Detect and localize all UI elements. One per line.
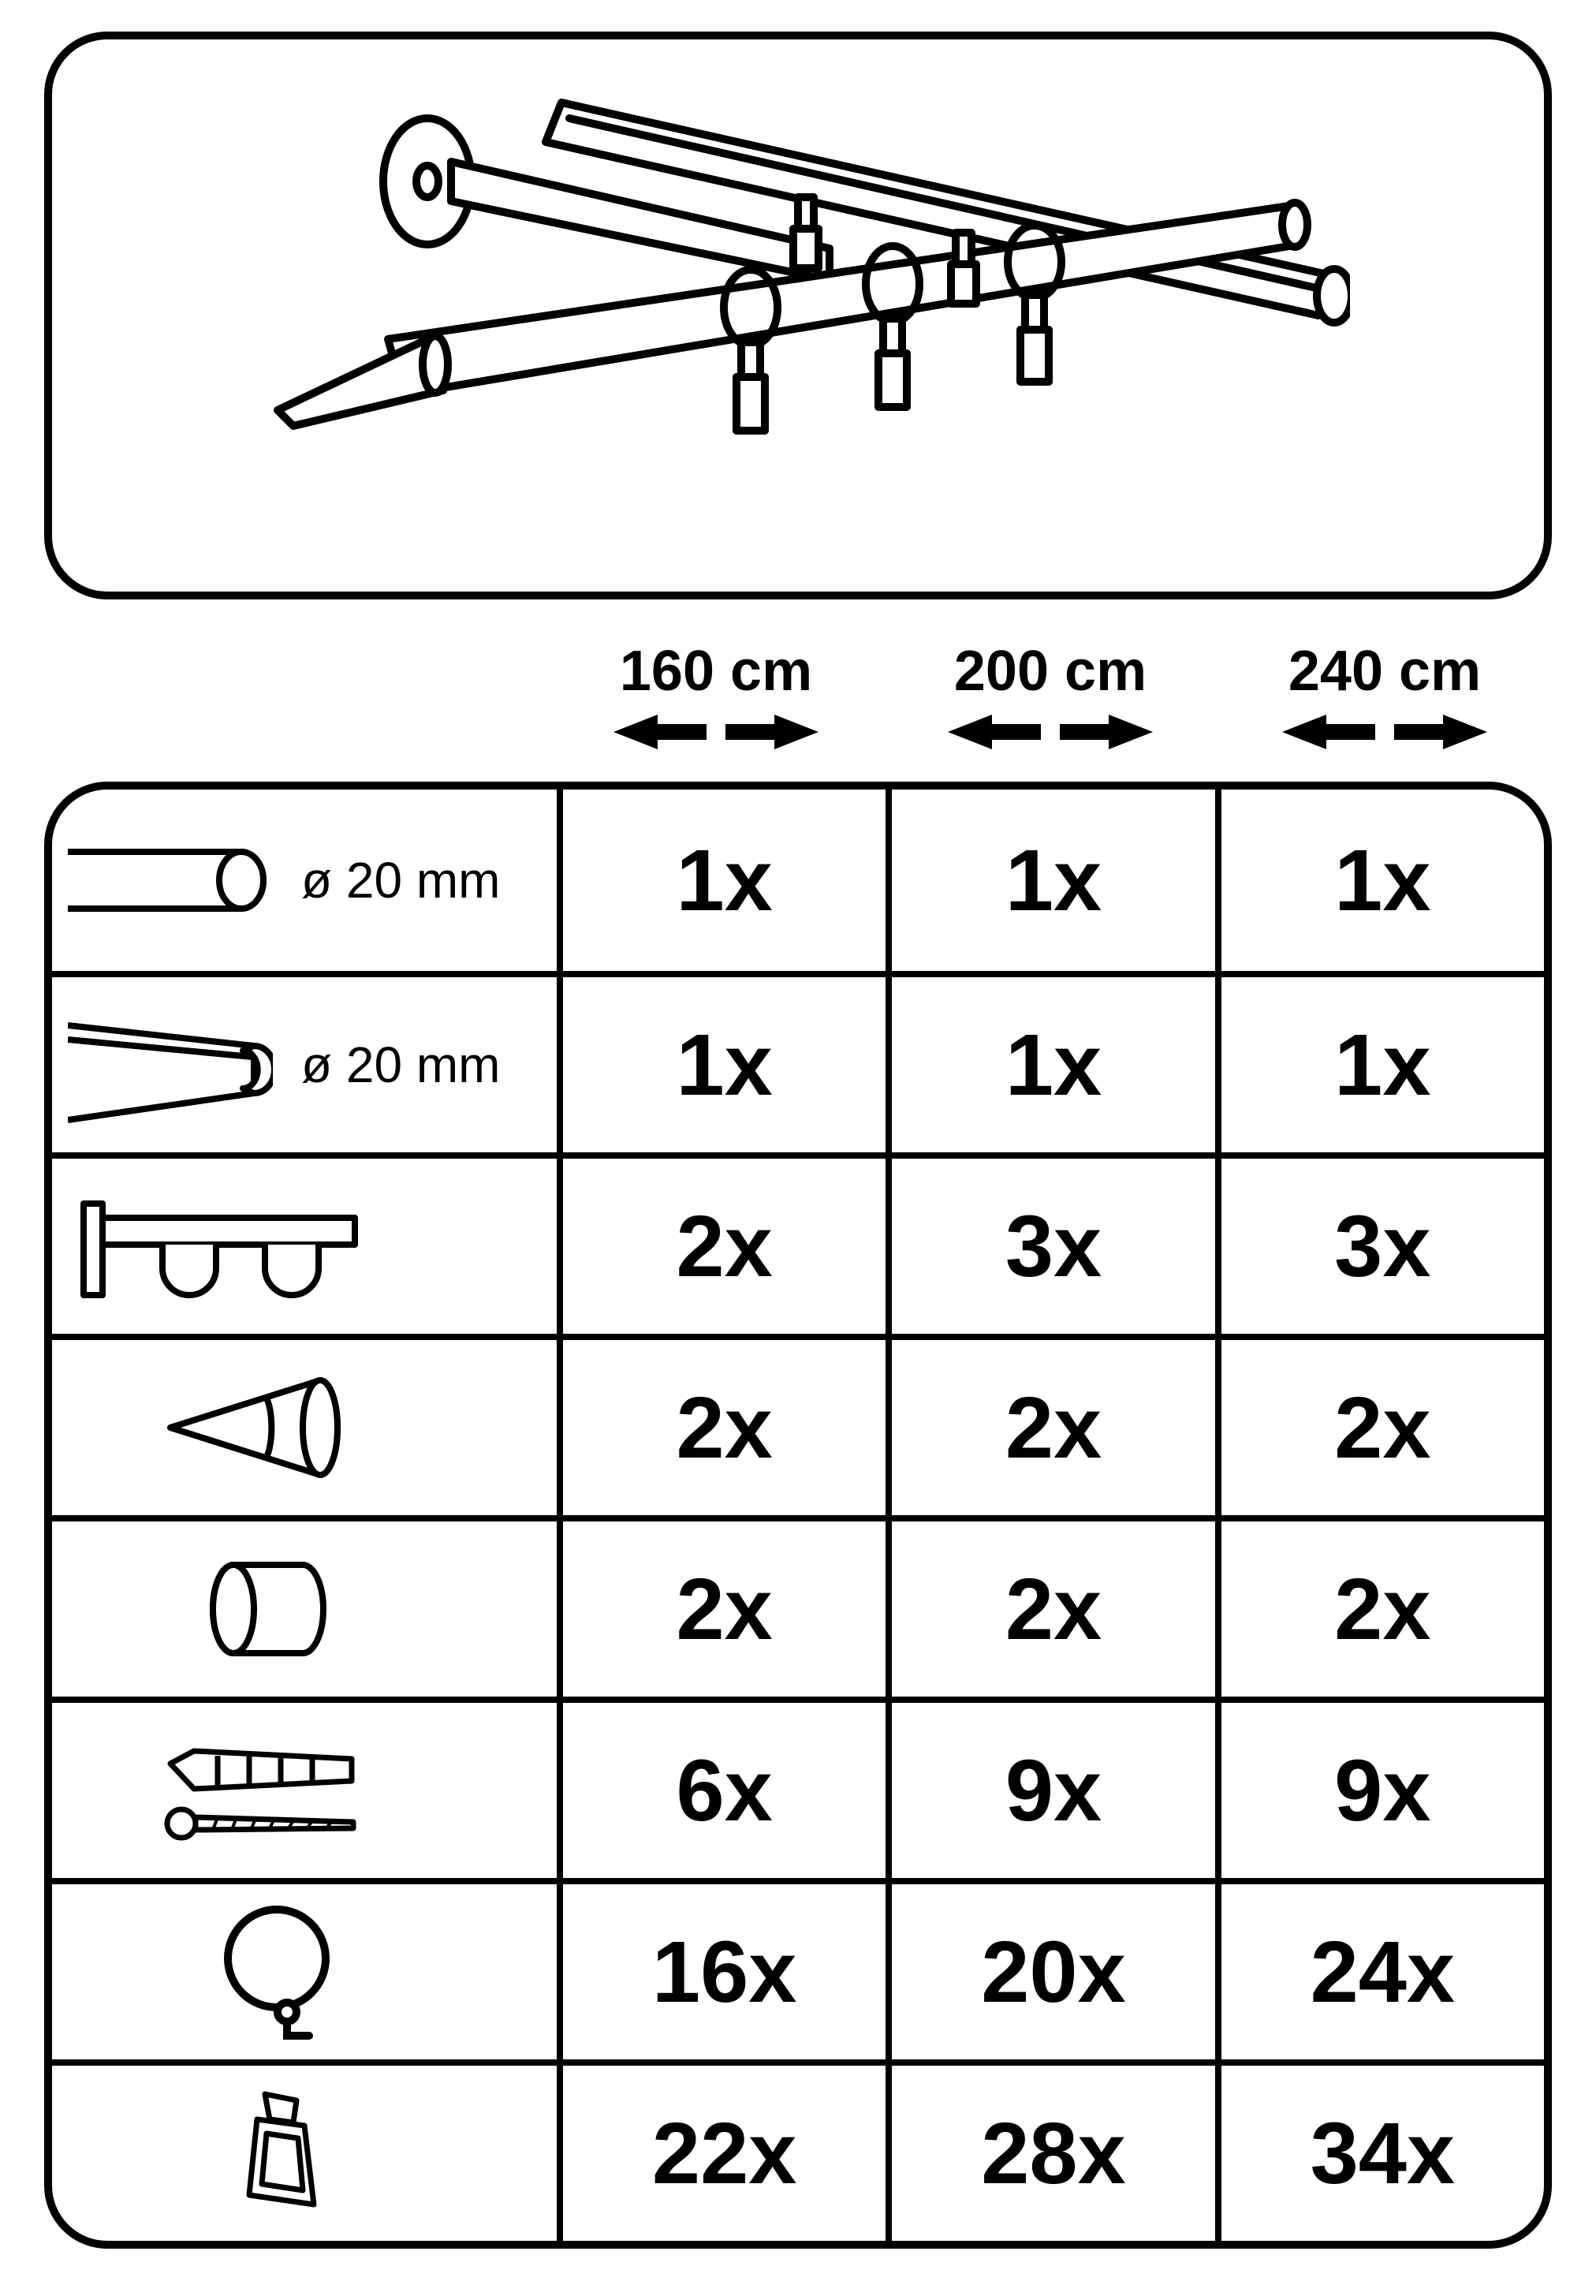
hero-illustration bbox=[44, 32, 1552, 599]
qty-cell: 9x bbox=[886, 1703, 1214, 1878]
qty-cell: 2x bbox=[557, 1159, 886, 1334]
column-headers: 160 cm 200 cm 240 cm bbox=[44, 639, 1552, 758]
size-label: 160 cm bbox=[549, 639, 883, 704]
qty-cell: 2x bbox=[1215, 1521, 1544, 1697]
size-label: 240 cm bbox=[1218, 639, 1552, 704]
table-row: 22x 28x 34x bbox=[52, 2059, 1544, 2241]
qty-cell: 1x bbox=[1215, 977, 1544, 1152]
qty-cell: 9x bbox=[1215, 1703, 1544, 1878]
col-header-2: 240 cm bbox=[1218, 639, 1552, 758]
qty-cell: 3x bbox=[886, 1159, 1214, 1334]
extend-arrows-icon bbox=[1218, 710, 1552, 758]
qty-cell: 1x bbox=[557, 977, 886, 1152]
qty-cell: 2x bbox=[557, 1340, 886, 1515]
extend-arrows-icon bbox=[883, 710, 1218, 758]
qty-cell: 2x bbox=[557, 1521, 886, 1697]
size-label: 200 cm bbox=[883, 639, 1218, 704]
qty-cell: 1x bbox=[886, 790, 1214, 971]
col-header-1: 200 cm bbox=[883, 639, 1218, 758]
qty-cell: 1x bbox=[557, 790, 886, 971]
track-rod-icon bbox=[68, 1002, 273, 1128]
qty-cell: 1x bbox=[886, 977, 1214, 1152]
screw-plug-icon bbox=[147, 1727, 383, 1854]
col-header-0: 160 cm bbox=[549, 639, 883, 758]
ring-hook-icon bbox=[210, 1897, 344, 2047]
table-row: ø 20 mm 1x 1x 1x bbox=[52, 790, 1544, 971]
qty-cell: 2x bbox=[886, 1521, 1214, 1697]
cone-finial-icon bbox=[162, 1365, 352, 1491]
curtain-rod-assembly-icon bbox=[246, 79, 1350, 552]
table-row: 2x 2x 2x bbox=[52, 1515, 1544, 1697]
qty-cell: 6x bbox=[557, 1703, 886, 1878]
qty-cell: 24x bbox=[1215, 1884, 1544, 2059]
wall-bracket-icon bbox=[68, 1183, 367, 1309]
glider-icon bbox=[226, 2086, 328, 2220]
table-row: 2x 2x 2x bbox=[52, 1334, 1544, 1515]
table-row: 2x 3x 3x bbox=[52, 1152, 1544, 1334]
table-row: 6x 9x 9x bbox=[52, 1697, 1544, 1878]
table-row: 16x 20x 24x bbox=[52, 1878, 1544, 2059]
part-label: ø 20 mm bbox=[301, 851, 500, 909]
extend-arrows-icon bbox=[549, 710, 883, 758]
qty-cell: 1x bbox=[1215, 790, 1544, 971]
parts-table: ø 20 mm 1x 1x 1x ø 20 mm 1x 1x bbox=[44, 782, 1552, 2249]
round-rod-icon bbox=[68, 825, 273, 935]
qty-cell: 16x bbox=[557, 1884, 886, 2059]
qty-cell: 2x bbox=[1215, 1340, 1544, 1515]
table-row: ø 20 mm 1x 1x 1x bbox=[52, 971, 1544, 1152]
end-cap-icon bbox=[202, 1546, 336, 1672]
qty-cell: 2x bbox=[886, 1340, 1214, 1515]
qty-cell: 3x bbox=[1215, 1159, 1544, 1334]
part-label: ø 20 mm bbox=[301, 1036, 500, 1094]
qty-cell: 20x bbox=[886, 1884, 1214, 2059]
